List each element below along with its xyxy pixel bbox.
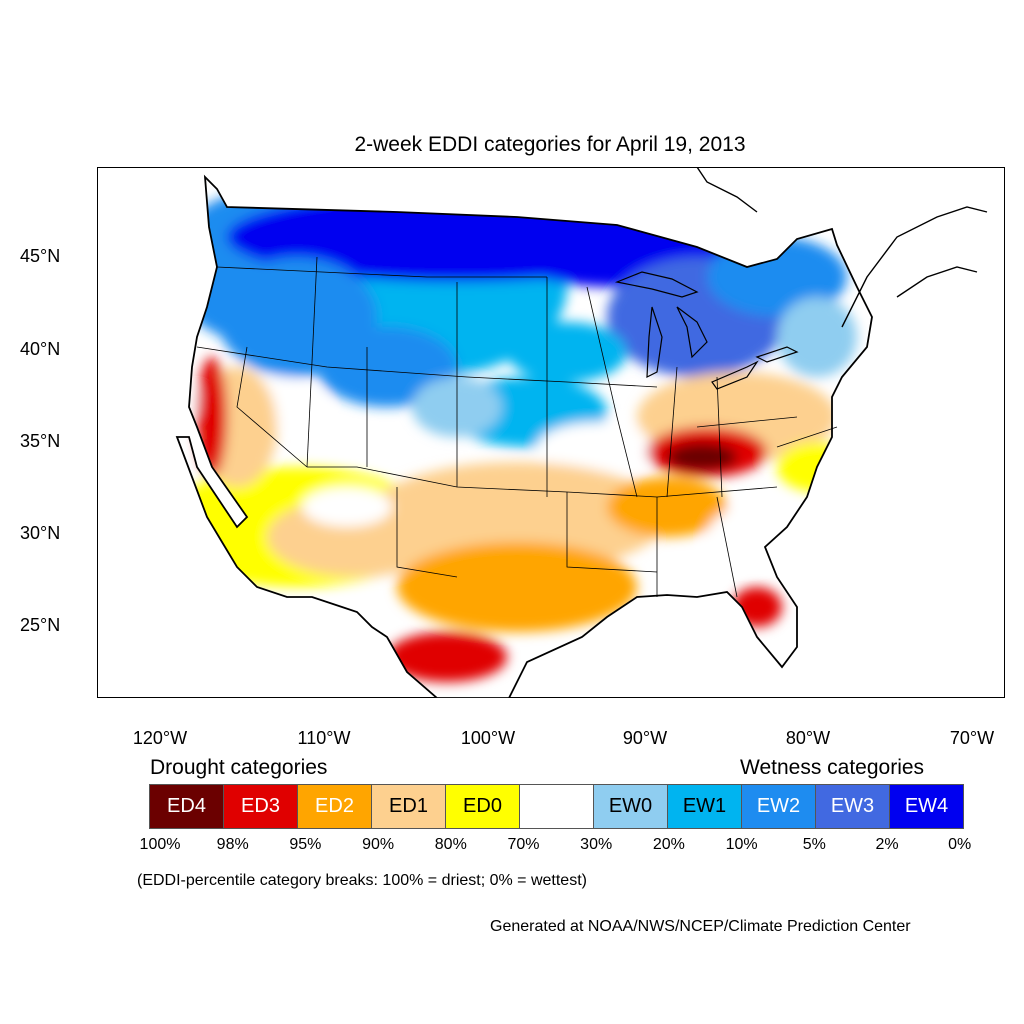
- legend-box-ew2: EW2: [741, 784, 816, 829]
- lon-label-100: 100°W: [460, 728, 516, 748]
- legend-box-normal: [519, 784, 594, 829]
- break-label: 98%: [216, 836, 249, 853]
- break-label: 80%: [434, 836, 467, 853]
- category-legend: ED4 ED3 ED2 ED1 ED0 EW0 EW1 EW2 EW3 EW4: [149, 784, 964, 829]
- lat-label-25: 25°N: [20, 615, 61, 635]
- lon-label-70: 70°W: [949, 728, 995, 748]
- lat-label-45: 45°N: [20, 246, 61, 266]
- legend-box-ed3: ED3: [223, 784, 298, 829]
- legend-box-ew1: EW1: [667, 784, 742, 829]
- lat-label-30: 30°N: [20, 523, 61, 543]
- lon-label-120: 120°W: [132, 728, 188, 748]
- break-label: 2%: [875, 836, 899, 853]
- lat-label-40: 40°N: [20, 339, 61, 359]
- legend-box-ew4: EW4: [889, 784, 964, 829]
- lon-label-80: 80°W: [785, 728, 831, 748]
- map-title: 2-week EDDI categories for April 19, 201…: [354, 133, 746, 156]
- lon-label-110: 110°W: [297, 728, 351, 748]
- canada-coast: [696, 167, 988, 328]
- breaks-note: (EDDI-percentile category breaks: 100% =…: [137, 872, 587, 889]
- break-label: 70%: [507, 836, 540, 853]
- break-label: 20%: [652, 836, 685, 853]
- break-label: 30%: [580, 836, 613, 853]
- legend-box-ed1: ED1: [371, 784, 446, 829]
- lat-label-35: 35°N: [20, 431, 61, 451]
- eddi-map: [97, 167, 1005, 698]
- wetness-categories-label: Wetness categories: [740, 756, 925, 779]
- legend-box-ew0: EW0: [593, 784, 668, 829]
- legend-box-ed0: ED0: [445, 784, 520, 829]
- break-label: 95%: [289, 836, 322, 853]
- lon-label-90: 90°W: [622, 728, 668, 748]
- break-label: 10%: [725, 836, 758, 853]
- break-label: 90%: [362, 836, 395, 853]
- break-label: 5%: [802, 836, 826, 853]
- legend-box-ed2: ED2: [297, 784, 372, 829]
- credit-line: Generated at NOAA/NWS/NCEP/Climate Predi…: [490, 918, 911, 935]
- legend-box-ew3: EW3: [815, 784, 890, 829]
- us-outline: [175, 174, 873, 698]
- break-label: 100%: [139, 836, 181, 853]
- legend-box-ed4: ED4: [149, 784, 224, 829]
- drought-categories-label: Drought categories: [150, 756, 328, 779]
- break-label: 0%: [948, 836, 972, 853]
- state-borders: [196, 256, 838, 598]
- great-lakes: [614, 271, 799, 390]
